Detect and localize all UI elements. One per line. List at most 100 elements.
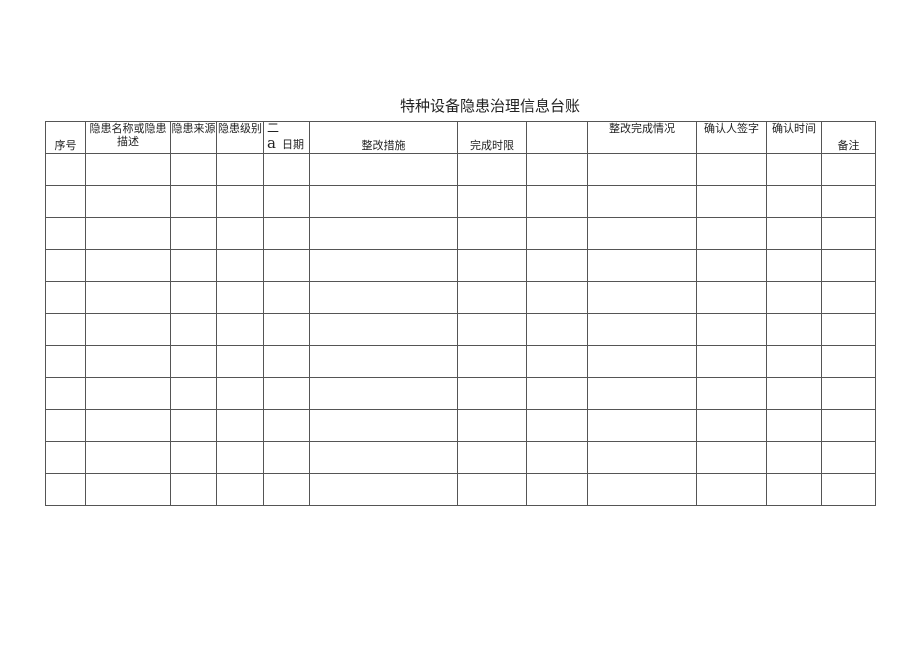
table-cell [216, 473, 264, 506]
table-cell [587, 345, 697, 378]
table-cell [821, 441, 876, 474]
table-cell [309, 345, 458, 378]
table-cell [309, 153, 458, 186]
table-cell [587, 377, 697, 410]
header-date-mark: 二 [267, 121, 280, 135]
table-cell [766, 345, 822, 378]
table-cell [766, 473, 822, 506]
table-cell [216, 249, 264, 282]
table-cell [263, 473, 310, 506]
table-cell [526, 377, 588, 410]
table-cell [821, 313, 876, 346]
table-cell [263, 153, 310, 186]
table-cell [216, 153, 264, 186]
header-blank [526, 121, 588, 154]
table-cell [526, 345, 588, 378]
table-row [45, 377, 876, 410]
table-cell [587, 281, 697, 314]
table-cell [45, 441, 86, 474]
table-cell [309, 409, 458, 442]
table-cell [45, 345, 86, 378]
table-cell [766, 313, 822, 346]
table-cell [263, 345, 310, 378]
table-cell [526, 313, 588, 346]
table-cell [457, 313, 527, 346]
table-cell [85, 441, 171, 474]
table-cell [457, 153, 527, 186]
table-cell [170, 313, 217, 346]
table-row [45, 249, 876, 282]
table-cell [170, 473, 217, 506]
header-deadline: 完成时限 [457, 121, 527, 154]
table-row [45, 281, 876, 314]
table-cell [263, 441, 310, 474]
table-cell [457, 281, 527, 314]
table-cell [45, 473, 86, 506]
table-cell [696, 409, 767, 442]
table-cell [821, 281, 876, 314]
table-cell [45, 153, 86, 186]
table-cell [170, 249, 217, 282]
table-cell [587, 441, 697, 474]
hazard-ledger-table: 序号 隐患名称或隐患描述 隐患来源 隐患级别 二 a 日期 整改措施 完成时限 … [45, 121, 876, 506]
table-cell [821, 153, 876, 186]
table-cell [587, 217, 697, 250]
table-cell [457, 249, 527, 282]
table-cell [216, 313, 264, 346]
table-cell [587, 473, 697, 506]
header-hazard-name: 隐患名称或隐患描述 [85, 121, 171, 154]
table-cell [766, 377, 822, 410]
table-cell [696, 377, 767, 410]
table-cell [170, 153, 217, 186]
header-remarks: 备注 [821, 121, 876, 154]
table-row [45, 313, 876, 346]
table-cell [263, 281, 310, 314]
table-cell [170, 377, 217, 410]
table-cell [766, 217, 822, 250]
table-cell [170, 441, 217, 474]
table-cell [216, 185, 264, 218]
table-cell [696, 345, 767, 378]
document-title: 特种设备隐患治理信息台账 [399, 97, 580, 115]
table-cell [457, 473, 527, 506]
header-row: 序号 隐患名称或隐患描述 隐患来源 隐患级别 二 a 日期 整改措施 完成时限 … [45, 121, 876, 154]
table-cell [216, 345, 264, 378]
table-cell [170, 217, 217, 250]
header-serial: 序号 [45, 121, 86, 154]
table-cell [216, 217, 264, 250]
table-row [45, 217, 876, 250]
table-cell [696, 441, 767, 474]
table-cell [526, 185, 588, 218]
table-cell [85, 345, 171, 378]
header-date-a: a [267, 134, 276, 152]
table-cell [263, 313, 310, 346]
table-cell [170, 281, 217, 314]
table-cell [766, 185, 822, 218]
table-cell [216, 441, 264, 474]
table-cell [309, 473, 458, 506]
table-cell [309, 441, 458, 474]
table-cell [263, 249, 310, 282]
table-cell [85, 281, 171, 314]
table-cell [696, 473, 767, 506]
table-cell [821, 185, 876, 218]
table-cell [85, 185, 171, 218]
header-hazard-source: 隐患来源 [170, 121, 217, 154]
table-cell [85, 153, 171, 186]
table-cell [766, 281, 822, 314]
table-cell [587, 153, 697, 186]
table-cell [45, 313, 86, 346]
table-cell [216, 377, 264, 410]
table-cell [821, 409, 876, 442]
table-cell [170, 409, 217, 442]
table-cell [696, 281, 767, 314]
table-cell [45, 217, 86, 250]
table-cell [263, 377, 310, 410]
table-cell [526, 249, 588, 282]
table-cell [85, 409, 171, 442]
table-cell [526, 441, 588, 474]
table-cell [45, 377, 86, 410]
header-date-label: 日期 [282, 138, 304, 151]
table-cell [263, 185, 310, 218]
header-confirm-time: 确认时间 [766, 121, 822, 154]
